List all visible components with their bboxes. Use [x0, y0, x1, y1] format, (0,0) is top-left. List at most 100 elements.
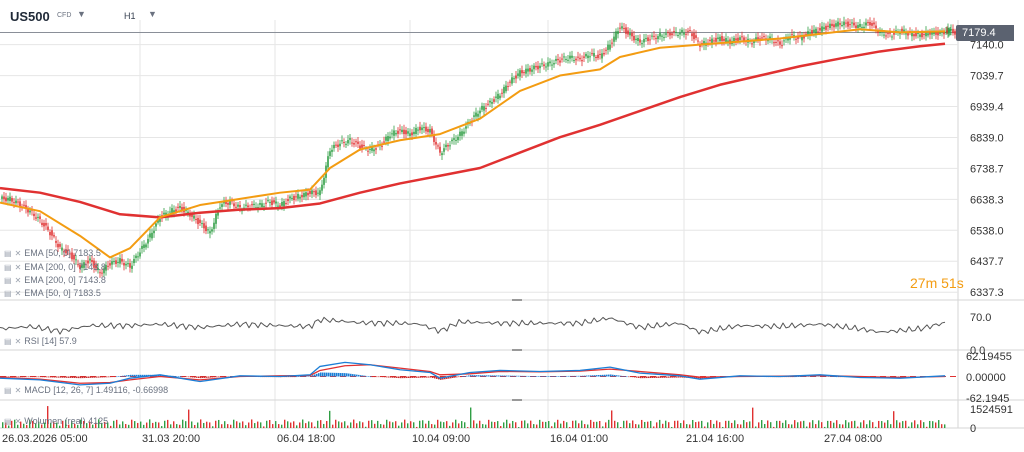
candle-body [905, 33, 907, 35]
candle-body [263, 206, 265, 208]
volume-bar [71, 421, 73, 428]
candle-body [763, 36, 765, 38]
macd-histogram-bar [138, 374, 140, 377]
panel-resize-handle [512, 299, 522, 301]
macd-histogram-bar [184, 376, 186, 378]
macd-histogram-bar [364, 375, 366, 377]
volume-bar [827, 420, 829, 428]
legend-macd[interactable]: ▤ ✕ MACD [12, 26, 7] 1.49116, -0.66998 [4, 385, 168, 395]
candle-body [927, 33, 929, 36]
candle-body [367, 150, 369, 152]
settings-icon[interactable]: ▤ [4, 248, 12, 258]
settings-icon[interactable]: ▤ [4, 416, 12, 426]
volume-bar [224, 421, 226, 428]
macd-signal-line [0, 364, 946, 384]
macd-histogram-bar [110, 376, 112, 378]
settings-icon[interactable]: ▤ [4, 385, 12, 395]
x-axis-tick-label: 27.04 08:00 [824, 433, 882, 445]
macd-y-tick-label: 0.00000 [966, 372, 1006, 384]
legend-rsi[interactable]: ▤ ✕ RSI [14] 57.9 [4, 336, 77, 346]
volume-bar [755, 426, 757, 428]
close-icon[interactable]: ✕ [14, 275, 22, 285]
candle-body [61, 247, 63, 251]
close-icon[interactable]: ✕ [14, 336, 22, 346]
volume-bar [875, 426, 877, 428]
legend-volume[interactable]: ▤ ✕ Wolumen (real) 4125 [4, 416, 108, 426]
volume-bar [584, 424, 586, 428]
macd-histogram-bar [534, 376, 536, 377]
macd-histogram-bar [630, 376, 632, 378]
close-icon[interactable]: ✕ [14, 385, 22, 395]
candle-body [109, 263, 111, 266]
candle-body [63, 250, 65, 253]
candle-body [877, 30, 879, 33]
volume-bar [581, 420, 583, 428]
settings-icon[interactable]: ▤ [4, 262, 12, 272]
candle-body [83, 262, 85, 268]
macd-histogram-bar [302, 376, 304, 377]
candle-body [821, 26, 823, 32]
legend-ema-50[interactable]: ▤ ✕ EMA [50, 0] 7183.5 [4, 288, 101, 298]
close-icon[interactable]: ✕ [14, 288, 22, 298]
close-icon[interactable]: ✕ [14, 262, 22, 272]
candle-body [609, 44, 611, 50]
macd-histogram-bar [372, 376, 374, 378]
volume-bar [680, 423, 682, 428]
candle-body [733, 37, 735, 42]
volume-bar [809, 422, 811, 428]
symbol-label[interactable]: US500 [10, 9, 50, 24]
macd-histogram-bar [472, 375, 474, 377]
close-icon[interactable]: ✕ [14, 416, 22, 426]
macd-histogram-bar [42, 376, 44, 378]
candle-body [489, 100, 491, 103]
instrument-type-label: CFD [57, 12, 72, 19]
volume-bar [542, 421, 544, 428]
chevron-down-icon[interactable]: ▼ [77, 9, 86, 19]
macd-histogram-bar [674, 376, 676, 378]
volume-bar [137, 422, 139, 428]
legend-ema-200[interactable]: ▤ ✕ EMA [200, 0] 7143.8 [4, 262, 106, 272]
macd-histogram-bar [316, 373, 318, 377]
volume-bar [323, 423, 325, 428]
volume-bar [209, 422, 211, 428]
legend-ema-50[interactable]: ▤ ✕ EMA [50, 0] 7183.5 [4, 248, 101, 258]
rsi-y-tick-label: 0.0 [970, 345, 985, 357]
candle-body [515, 75, 517, 79]
settings-icon[interactable]: ▤ [4, 275, 12, 285]
timeframe-label[interactable]: H1 [124, 11, 136, 21]
candle-body [185, 209, 187, 211]
x-axis-tick-label: 31.03 20:00 [142, 433, 200, 445]
volume-bar [98, 419, 100, 428]
candle-body [169, 211, 171, 213]
volume-bar [155, 421, 157, 428]
candle-body [952, 28, 954, 34]
macd-histogram-bar [412, 376, 414, 378]
candle-body [499, 95, 501, 99]
macd-histogram-bar [220, 376, 222, 378]
chevron-down-icon[interactable]: ▼ [148, 9, 157, 19]
settings-icon[interactable]: ▤ [4, 336, 12, 346]
macd-histogram-bar [500, 375, 502, 377]
macd-histogram-bar [676, 376, 678, 378]
candle-body [843, 21, 845, 26]
candle-body [269, 202, 271, 204]
volume-bar [149, 419, 151, 428]
legend-ema-200[interactable]: ▤ ✕ EMA [200, 0] 7143.8 [4, 275, 106, 285]
candle-body [321, 184, 323, 191]
volume-bar [770, 422, 772, 428]
macd-histogram-bar [654, 376, 656, 378]
macd-histogram-bar [620, 375, 622, 377]
volume-bar [236, 421, 238, 428]
settings-icon[interactable]: ▤ [4, 288, 12, 298]
macd-histogram-bar [368, 376, 370, 377]
candle-body [917, 32, 919, 34]
candle-body [1, 196, 3, 199]
volume-bar [95, 422, 97, 428]
volume-bar [695, 422, 697, 428]
macd-histogram-bar [692, 376, 694, 379]
macd-histogram-bar [828, 376, 830, 377]
close-icon[interactable]: ✕ [14, 248, 22, 258]
candle-body [775, 41, 777, 43]
candle-body [757, 37, 759, 40]
